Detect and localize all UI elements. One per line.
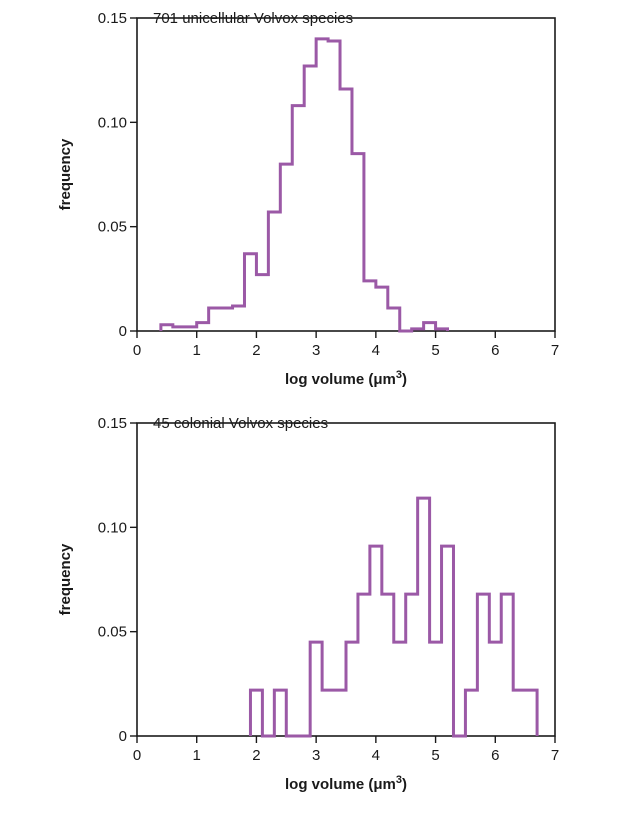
- histogram-bin: [501, 594, 513, 736]
- histogram-bin: [370, 546, 382, 736]
- histogram-bin: [209, 308, 221, 331]
- x-tick-label: 3: [312, 342, 320, 359]
- x-axis-unit-exponent: 3: [396, 774, 402, 786]
- x-tick-label: 4: [372, 342, 380, 359]
- y-tick-label: 0.15: [98, 10, 127, 27]
- histogram-bin: [173, 327, 185, 331]
- histogram-bin: [412, 329, 424, 331]
- x-tick-label: 6: [491, 342, 499, 359]
- x-tick-label: 5: [431, 342, 439, 359]
- y-axis-title: frequency: [57, 138, 74, 210]
- histogram-bin: [334, 690, 346, 736]
- histogram-bin: [352, 154, 364, 331]
- histogram-bin: [406, 594, 418, 736]
- histogram-bin: [477, 594, 489, 736]
- y-tick-label: 0.05: [98, 624, 127, 641]
- chart-colonial: 45 colonial Volvox species 0 1 2 3 4 5 6 7 0 0.05 0…: [57, 414, 559, 793]
- x-tick-label: 7: [551, 747, 559, 764]
- chart-unicellular: 701 unicellular Volvox species 0 1 2 3 4 5 6 7 0 0…: [57, 9, 559, 388]
- histogram-bin: [280, 164, 292, 331]
- x-tick-label: 1: [193, 747, 201, 764]
- histogram-bin: [340, 89, 352, 331]
- histogram-bin: [197, 323, 209, 331]
- x-tick-label: 2: [252, 747, 260, 764]
- x-tick-label: 6: [491, 747, 499, 764]
- histogram-bin: [358, 594, 370, 736]
- histogram-bin: [233, 306, 245, 331]
- plot-frame: [136, 17, 556, 332]
- histogram-bin: [376, 287, 388, 331]
- histogram-bin: [161, 325, 173, 331]
- y-tick-label: 0.10: [98, 519, 127, 536]
- histogram-bin: [328, 41, 340, 331]
- y-tick-label: 0: [119, 728, 127, 745]
- x-axis-title-end: ): [402, 371, 407, 388]
- histogram-bin: [346, 642, 358, 736]
- x-tick-label: 2: [252, 342, 260, 359]
- histogram-bin: [268, 212, 280, 331]
- histogram-bin: [418, 498, 430, 736]
- x-axis-title-end: ): [402, 776, 407, 793]
- histogram-bin: [394, 642, 406, 736]
- x-axis-title: log volume (μm3): [285, 369, 407, 388]
- histogram-bin: [388, 308, 400, 331]
- histogram-bin: [310, 642, 322, 736]
- histogram-bin: [304, 66, 316, 331]
- histogram-bin: [513, 690, 525, 736]
- histogram-bin: [465, 690, 477, 736]
- histogram-bin: [221, 308, 233, 331]
- x-tick-label: 0: [133, 342, 141, 359]
- histogram-bin: [436, 329, 448, 331]
- x-axis-title-text: log volume (: [285, 776, 373, 793]
- x-tick-label: 1: [193, 342, 201, 359]
- histogram-bin: [292, 106, 304, 331]
- x-tick-label: 4: [372, 747, 380, 764]
- x-axis-title-text: log volume (: [285, 371, 373, 388]
- y-tick-label: 0.15: [98, 415, 127, 432]
- histogram-bin: [364, 281, 376, 331]
- histogram-bin: [256, 275, 268, 331]
- histogram-outline: [159, 37, 450, 333]
- x-tick-label: 0: [133, 747, 141, 764]
- x-tick-label: 7: [551, 342, 559, 359]
- histogram-bin: [382, 594, 394, 736]
- histogram-outline: [248, 496, 539, 738]
- x-axis-title: log volume (μm3): [285, 774, 407, 793]
- y-axis-title: frequency: [57, 543, 74, 615]
- x-tick-label: 3: [312, 747, 320, 764]
- histogram-bin: [274, 690, 286, 736]
- histogram-bin: [525, 690, 537, 736]
- y-tick-label: 0.05: [98, 219, 127, 236]
- plot-frame: [136, 422, 556, 737]
- y-tick-label: 0: [119, 323, 127, 340]
- histogram-bin: [185, 327, 197, 331]
- x-tick-label: 5: [431, 747, 439, 764]
- chart-title: 45 colonial Volvox species: [153, 415, 328, 432]
- histogram-bin: [250, 690, 262, 736]
- y-tick-label: 0.10: [98, 114, 127, 131]
- histogram-bin: [322, 690, 334, 736]
- x-axis-unit: μm: [373, 371, 396, 388]
- histogram-bin: [442, 546, 454, 736]
- histogram-bin: [430, 642, 442, 736]
- histogram-bin: [424, 323, 436, 331]
- x-axis-unit: μm: [373, 776, 396, 793]
- histogram-bin: [316, 39, 328, 331]
- histogram-bin: [244, 254, 256, 331]
- x-axis-unit-exponent: 3: [396, 369, 402, 381]
- chart-title: 701 unicellular Volvox species: [153, 10, 353, 27]
- histogram-bin: [489, 642, 501, 736]
